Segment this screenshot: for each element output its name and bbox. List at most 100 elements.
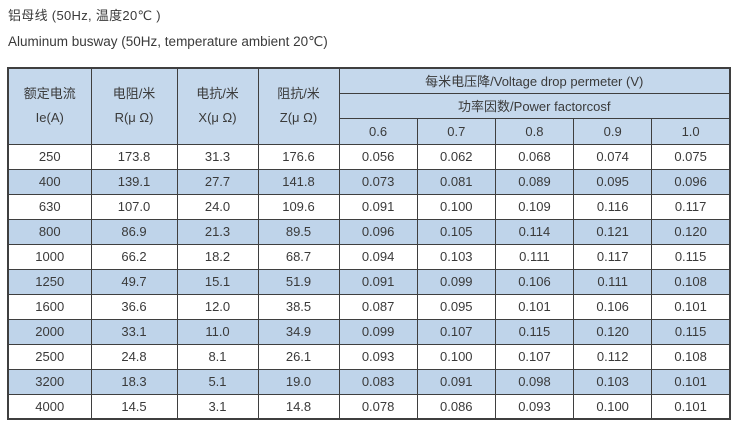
table-cell: 0.101 (494, 293, 575, 320)
col-header-reactance: 电抗/米 X(μ Ω) (176, 67, 259, 145)
busway-spec-table: 额定电流 Ie(A) 电阻/米 R(μ Ω) 电抗/米 X(μ Ω) 阻抗/米 … (7, 67, 731, 420)
table-cell: 0.062 (416, 143, 496, 170)
table-row: 1600 36.6 12.0 38.5 0.087 0.095 0.101 0.106 0.10… (7, 293, 731, 320)
table-row: 4000 14.5 3.1 14.8 0.078 0.086 0.093 0.100 0.101 (7, 393, 731, 420)
table-cell: 18.3 (90, 368, 178, 395)
table-cell: 49.7 (90, 268, 178, 295)
table-cell: 0.103 (573, 368, 653, 395)
table-cell: 0.100 (416, 343, 496, 370)
table-cell: 0.120 (573, 318, 653, 345)
table-cell: 0.056 (338, 143, 418, 170)
table-cell: 19.0 (257, 368, 340, 395)
table-cell: 0.095 (416, 293, 496, 320)
table-cell: 0.100 (573, 393, 653, 420)
table-row: 250 173.8 31.3 176.6 0.056 0.062 0.068 0.074 0.0… (7, 143, 731, 170)
table-cell: 2000 (7, 318, 92, 345)
table-cell: 0.106 (573, 293, 653, 320)
table-cell: 0.116 (573, 193, 653, 220)
table-cell: 0.117 (651, 193, 731, 220)
col-header-voltage-drop: 每米电压降/Voltage drop permeter (V) (338, 67, 731, 94)
table-cell: 0.115 (651, 318, 731, 345)
table-cell: 107.0 (90, 193, 178, 220)
table-cell: 0.089 (494, 168, 575, 195)
table-row: 800 86.9 21.3 89.5 0.096 0.105 0.114 0.121 0.120 (7, 218, 731, 245)
table-cell: 141.8 (257, 168, 340, 195)
col-header-power-factor: 功率因数/Power factorcosf (338, 92, 731, 120)
table-cell: 0.095 (573, 168, 653, 195)
table-cell: 1600 (7, 293, 92, 320)
table-cell: 26.1 (257, 343, 340, 370)
table-cell: 0.074 (573, 143, 653, 170)
table-cell: 0.083 (338, 368, 418, 395)
table-cell: 0.105 (416, 218, 496, 245)
table-cell: 0.091 (338, 193, 418, 220)
table-cell: 0.094 (338, 243, 418, 270)
table-cell: 1000 (7, 243, 92, 270)
table-cell: 0.120 (651, 218, 731, 245)
table-cell: 800 (7, 218, 92, 245)
table-cell: 0.091 (338, 268, 418, 295)
table-cell: 86.9 (90, 218, 178, 245)
table-cell: 0.111 (494, 243, 575, 270)
table-cell: 0.068 (494, 143, 575, 170)
table-cell: 89.5 (257, 218, 340, 245)
table-row: 1250 49.7 15.1 51.9 0.091 0.099 0.106 0.111 0.10… (7, 268, 731, 295)
table-cell: 0.101 (651, 368, 731, 395)
table-cell: 68.7 (257, 243, 340, 270)
table-cell: 0.075 (651, 143, 731, 170)
table-cell: 5.1 (176, 368, 259, 395)
table-row: 1000 66.2 18.2 68.7 0.094 0.103 0.111 0.117 0.11… (7, 243, 731, 270)
table-cell: 0.100 (416, 193, 496, 220)
table-cell: 0.099 (416, 268, 496, 295)
table-cell: 0.108 (651, 343, 731, 370)
power-factor-value: 0.8 (494, 118, 575, 145)
table-cell: 66.2 (90, 243, 178, 270)
table-cell: 31.3 (176, 143, 259, 170)
table-cell: 0.109 (494, 193, 575, 220)
power-factor-value-row: 0.6 0.7 0.8 0.9 1.0 (8, 118, 731, 145)
col-header-label-zh: 额定电流 (23, 85, 76, 101)
table-cell: 0.091 (416, 368, 496, 395)
table-cell: 176.6 (257, 143, 340, 170)
table-cell: 36.6 (90, 293, 178, 320)
table-cell: 0.101 (651, 293, 731, 320)
table-cell: 109.6 (257, 193, 340, 220)
table-cell: 11.0 (176, 318, 259, 345)
table-cell: 0.087 (338, 293, 418, 320)
table-cell: 0.096 (338, 218, 418, 245)
table-cell: 3.1 (176, 393, 259, 420)
table-cell: 0.099 (338, 318, 418, 345)
col-header-label-zh: 电抗/米 (196, 85, 239, 101)
table-cell: 0.107 (494, 343, 575, 370)
col-header-label-symbol: X(μ Ω) (198, 109, 237, 125)
table-cell: 3200 (7, 368, 92, 395)
table-cell: 0.086 (416, 393, 496, 420)
table-cell: 14.8 (257, 393, 340, 420)
col-header-label-zh: 电阻/米 (112, 85, 156, 101)
title-block: 铝母线 (50Hz, 温度20℃ ) Aluminum busway (50Hz… (0, 0, 739, 50)
table-cell: 139.1 (90, 168, 178, 195)
table-cell: 0.107 (416, 318, 496, 345)
table-cell: 173.8 (90, 143, 178, 170)
table-cell: 0.121 (573, 218, 653, 245)
table-row: 2500 24.8 8.1 26.1 0.093 0.100 0.107 0.112 0.108 (7, 343, 731, 370)
table-cell: 4000 (7, 393, 92, 420)
power-factor-value: 0.6 (338, 118, 418, 145)
table-header: 额定电流 Ie(A) 电阻/米 R(μ Ω) 电抗/米 X(μ Ω) 阻抗/米 … (7, 67, 731, 145)
page-title-en: Aluminum busway (50Hz, temperature ambie… (8, 34, 328, 49)
table-cell: 0.093 (338, 343, 418, 370)
table-cell: 0.117 (573, 243, 653, 270)
col-header-label-zh: 阻抗/米 (277, 85, 320, 101)
table-row: 2000 33.1 11.0 34.9 0.099 0.107 0.115 0.120 0.11… (7, 318, 731, 345)
table-cell: 0.115 (651, 243, 731, 270)
col-header-label-symbol: Ie(A) (35, 109, 64, 125)
col-header-impedance: 阻抗/米 Z(μ Ω) (257, 67, 340, 145)
col-header-label-symbol: Z(μ Ω) (279, 109, 318, 125)
col-header-label-symbol: R(μ Ω) (114, 109, 154, 125)
table-cell: 15.1 (176, 268, 259, 295)
table-cell: 0.103 (416, 243, 496, 270)
table-cell: 33.1 (90, 318, 178, 345)
table-cell: 2500 (7, 343, 92, 370)
table-body: 250 173.8 31.3 176.6 0.056 0.062 0.068 0.074 0.0… (7, 143, 731, 420)
table-cell: 27.7 (176, 168, 259, 195)
